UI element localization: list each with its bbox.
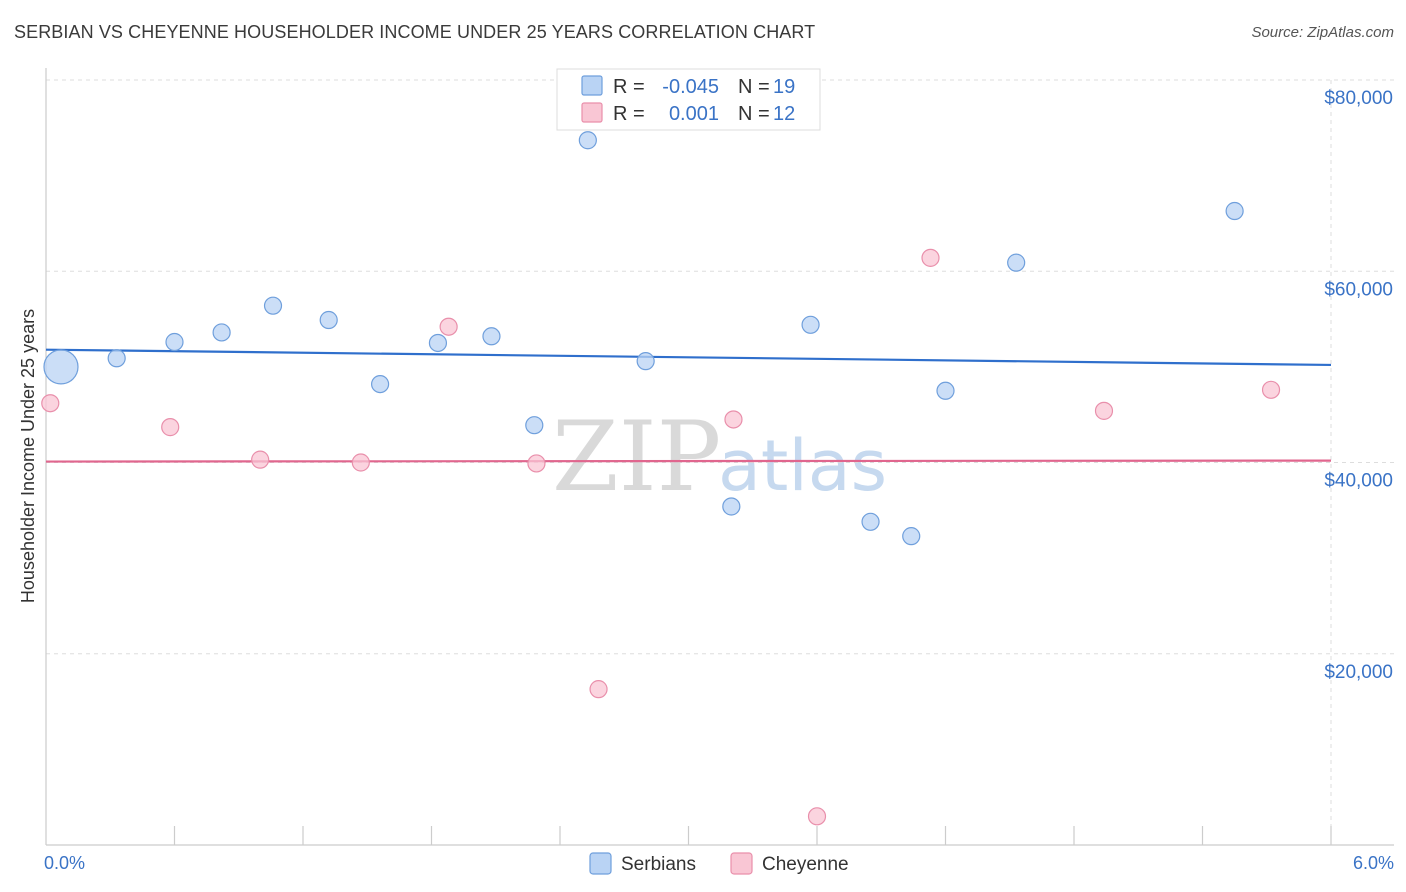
point-serbians (263, 296, 283, 315)
point-cheyenne (807, 807, 827, 826)
point-serbians (107, 349, 126, 368)
point-serbians (722, 497, 741, 516)
point-serbians (319, 310, 338, 330)
point-cheyenne (1261, 380, 1281, 399)
point-serbians (525, 416, 544, 435)
point-serbians (165, 332, 184, 352)
legend-n-label-serbians: N = (738, 76, 770, 98)
data-points (41, 131, 1281, 826)
point-serbians (371, 374, 390, 394)
watermark-zip: ZIP (552, 401, 721, 513)
legend-r-value-serbians: -0.045 (662, 76, 719, 98)
point-cheyenne (724, 410, 743, 429)
point-cheyenne (251, 450, 270, 469)
y-axis-title: Householder Income Under 25 years (18, 309, 38, 603)
series-legend: Serbians Cheyenne (589, 852, 849, 875)
x-tick-label-max: 6.0% (1353, 853, 1394, 873)
y-tick-label: $60,000 (1324, 279, 1393, 300)
point-serbians (636, 352, 655, 371)
point-cheyenne (1094, 401, 1114, 420)
axes (45, 68, 1394, 846)
point-cheyenne (41, 394, 60, 413)
chart-title: SERBIAN VS CHEYENNE HOUSEHOLDER INCOME U… (14, 22, 816, 42)
point-cheyenne (589, 680, 608, 699)
legend-swatch-serbians (581, 75, 603, 96)
point-serbians (428, 333, 448, 353)
y-tick-label: $20,000 (1324, 662, 1393, 683)
point-serbians (212, 323, 231, 342)
trend-line-cheyenne (45, 459, 1332, 463)
point-serbians (43, 349, 79, 385)
y-tick-labels: $20,000 $40,000 $60,000 $80,000 (1324, 88, 1393, 683)
point-cheyenne (921, 248, 940, 267)
point-serbians (482, 327, 501, 346)
series-legend-swatch-serbians (589, 852, 612, 875)
legend-r-value-cheyenne: 0.001 (669, 103, 719, 125)
point-cheyenne (351, 453, 370, 472)
point-cheyenne (439, 317, 458, 336)
grid-lines (46, 79, 1394, 845)
series-legend-label-cheyenne: Cheyenne (762, 854, 849, 875)
point-serbians (936, 381, 955, 400)
series-legend-swatch-cheyenne (730, 852, 753, 875)
x-tick-label-min: 0.0% (44, 853, 85, 873)
legend-swatch-cheyenne (581, 102, 603, 123)
y-tick-label: $80,000 (1324, 88, 1393, 109)
point-serbians (1225, 201, 1244, 221)
watermark-atlas: atlas (718, 425, 887, 507)
source-label: Source: ZipAtlas.com (1251, 24, 1394, 41)
point-serbians (801, 315, 820, 334)
point-serbians (902, 527, 921, 546)
correlation-legend: R = -0.045 N = 19 R = 0.001 N = 12 (556, 68, 821, 131)
point-serbians (861, 512, 880, 531)
point-cheyenne (161, 418, 180, 437)
point-serbians (578, 131, 597, 150)
series-legend-label-serbians: Serbians (621, 854, 696, 875)
point-serbians (1007, 253, 1026, 272)
legend-r-label-serbians: R = (613, 76, 645, 98)
legend-n-value-serbians: 19 (773, 76, 795, 98)
trend-line-serbians (45, 348, 1332, 367)
legend-n-label-cheyenne: N = (738, 103, 770, 125)
y-tick-label: $40,000 (1324, 471, 1393, 492)
legend-n-value-cheyenne: 12 (773, 103, 795, 125)
legend-r-label-cheyenne: R = (613, 103, 645, 125)
point-cheyenne (527, 454, 546, 473)
